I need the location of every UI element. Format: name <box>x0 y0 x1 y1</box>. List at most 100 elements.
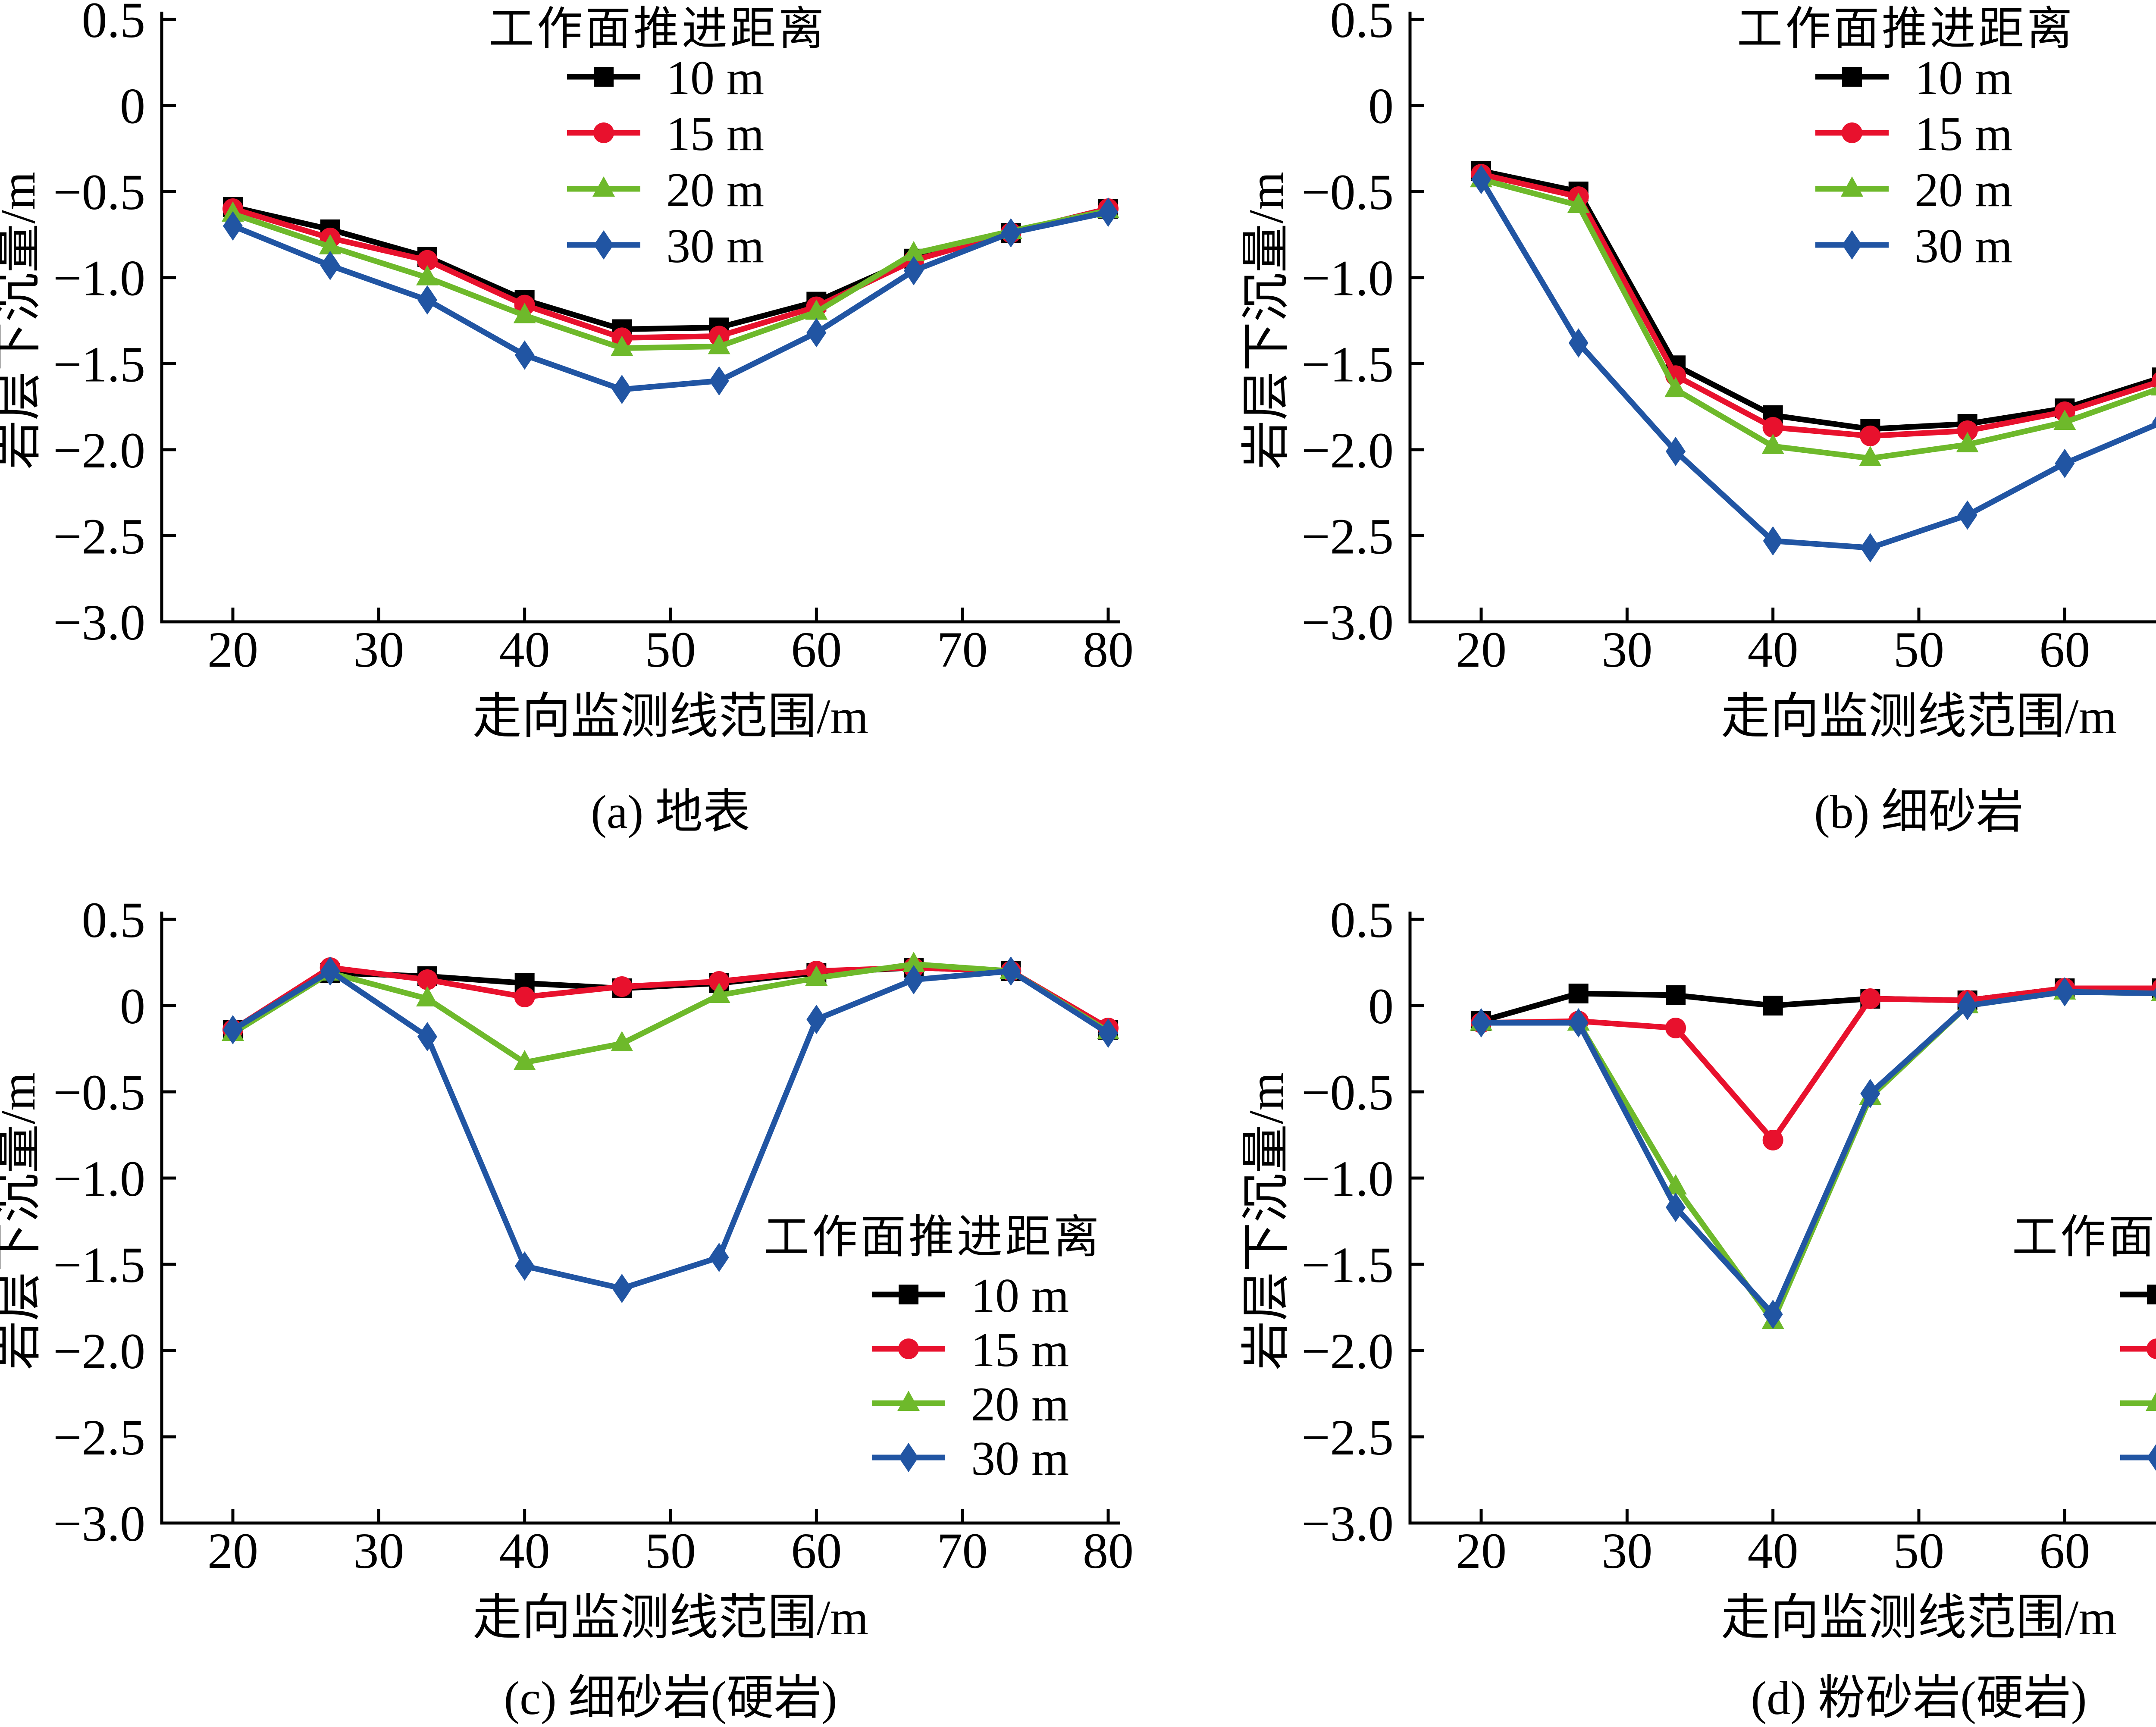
triangle-icon <box>897 1391 920 1411</box>
triangle-marker <box>708 334 730 354</box>
circle-marker <box>1762 1130 1783 1150</box>
triangle-marker <box>903 952 925 972</box>
diamond-marker <box>1568 1008 1589 1037</box>
triangle-marker <box>319 234 342 254</box>
x-tick-label: 30 <box>353 621 404 678</box>
diamond-marker <box>2055 448 2075 478</box>
diamond-marker <box>1957 991 1977 1020</box>
series-20m <box>222 198 1119 356</box>
legend-title: 工作面推进距离 <box>489 4 827 54</box>
diamond-marker <box>806 318 827 348</box>
x-axis-title: 走向监测线范围/m <box>1721 1590 2117 1645</box>
chart-a: 0.5 0 −0.5 −1.0 −1.5 −2.0 −2.5 −3.0 20 30 40 50 60 70… <box>0 0 1134 838</box>
triangle-marker <box>1956 432 1979 452</box>
diamond-marker <box>806 1005 827 1034</box>
triangle-marker <box>416 986 439 1006</box>
triangle-icon <box>592 176 615 197</box>
y-tick-label: −3.0 <box>1301 594 1394 651</box>
triangle-marker <box>611 335 633 356</box>
circle-marker <box>1665 1018 1686 1038</box>
y-tick-label: 0 <box>1368 978 1394 1034</box>
x-tick-label: 40 <box>1748 1523 1799 1579</box>
circle-icon <box>2147 1338 2156 1359</box>
diamond-icon <box>899 1443 918 1472</box>
legend-label: 10 m <box>971 1269 1069 1323</box>
square-marker <box>1665 985 1686 1005</box>
x-tick-label: 60 <box>791 1523 842 1579</box>
y-tick-label: −2.5 <box>1301 1409 1394 1466</box>
circle-marker <box>417 250 438 271</box>
diamond-marker <box>223 1015 243 1044</box>
y-tick-label: −3.0 <box>53 594 145 651</box>
square-icon <box>594 67 614 87</box>
legend-title: 工作面推进距离 <box>2012 1212 2156 1263</box>
triangle-marker <box>903 241 925 261</box>
y-axis-title: 岩层下沉量/m <box>1239 172 1294 469</box>
diamond-marker <box>1001 956 1021 986</box>
y-tick-label: −0.5 <box>53 164 145 220</box>
caption-d: (d) 粉砂岩(硬岩) <box>1751 1672 2087 1724</box>
series-line-20m <box>231 961 1110 1066</box>
legend-item-10m: 10 m <box>2120 1285 2156 1304</box>
x-tick-label: 20 <box>207 621 258 678</box>
caption-c: (c) 细砂岩(硬岩) <box>504 1672 837 1724</box>
x-tick-label: 60 <box>2039 621 2090 678</box>
chart-d: 0.50−0.5−1.0−1.5−2.0−2.5−3.0203040506070… <box>1239 892 2156 1724</box>
circle-marker <box>1860 425 1881 446</box>
square-marker <box>1763 996 1783 1016</box>
y-tick-label: −1.5 <box>53 336 145 392</box>
legend-title: 工作面推进距离 <box>1737 4 2075 54</box>
legend-label: 20 m <box>1915 163 2012 217</box>
y-tick-label: −2.5 <box>53 1409 145 1466</box>
x-tick-label: 30 <box>353 1523 404 1579</box>
series-line-15m <box>232 206 1109 341</box>
x-tick-label: 70 <box>937 1523 988 1579</box>
diamond-marker <box>709 366 729 396</box>
y-tick-label: −0.5 <box>1301 164 1394 220</box>
series-line-15m <box>1480 171 2156 439</box>
x-tick-label: 80 <box>1083 1523 1134 1579</box>
diamond-marker <box>1763 526 1783 556</box>
x-axis-title: 走向监测线范围/m <box>473 689 868 744</box>
x-axis-title: 走向监测线范围/m <box>1721 689 2117 744</box>
x-tick-label: 30 <box>1601 1523 1652 1579</box>
y-tick-label: −1.5 <box>1301 1237 1394 1293</box>
circle-marker <box>514 987 535 1007</box>
circle-marker <box>1860 988 1881 1009</box>
square-icon <box>1842 67 1862 87</box>
diamond-marker <box>1665 1193 1686 1222</box>
legend-label: 30 m <box>971 1432 1069 1486</box>
diamond-marker <box>904 256 924 285</box>
square-icon <box>899 1285 918 1304</box>
y-tick-label: 0.5 <box>82 0 146 48</box>
triangle-marker <box>513 1050 536 1070</box>
diamond-icon <box>1842 230 1862 260</box>
legend-label: 20 m <box>971 1378 1069 1431</box>
triangle-marker <box>416 265 439 285</box>
triangle-marker <box>2053 409 2076 430</box>
triangle-marker <box>805 965 828 986</box>
y-tick-label: −0.5 <box>53 1064 145 1121</box>
series-line-30m <box>232 209 1109 392</box>
series-line-30m <box>1479 178 2156 551</box>
x-tick-label: 60 <box>2039 1523 2090 1579</box>
legend-item-15m: 15 m <box>1815 107 2012 161</box>
diamond-marker <box>1568 328 1589 358</box>
caption-a: (a) 地表 <box>591 786 750 838</box>
circle-icon <box>593 122 614 143</box>
x-axis-title: 走向监测线范围/m <box>473 1590 868 1645</box>
triangle-marker <box>1664 377 1687 398</box>
diamond-icon <box>594 230 614 260</box>
legend-label: 15 m <box>666 107 764 161</box>
square-marker <box>1568 984 1589 1003</box>
diamond-marker <box>417 1022 437 1051</box>
diamond-marker <box>1860 1079 1880 1108</box>
legend-label: 20 m <box>666 163 764 217</box>
legend-item-20m: 20 m <box>1815 163 2012 217</box>
y-tick-label: −1.0 <box>1301 250 1394 307</box>
series-line-30m <box>1481 989 2156 1317</box>
diamond-marker <box>2152 416 2156 428</box>
diamond-marker <box>514 340 535 370</box>
